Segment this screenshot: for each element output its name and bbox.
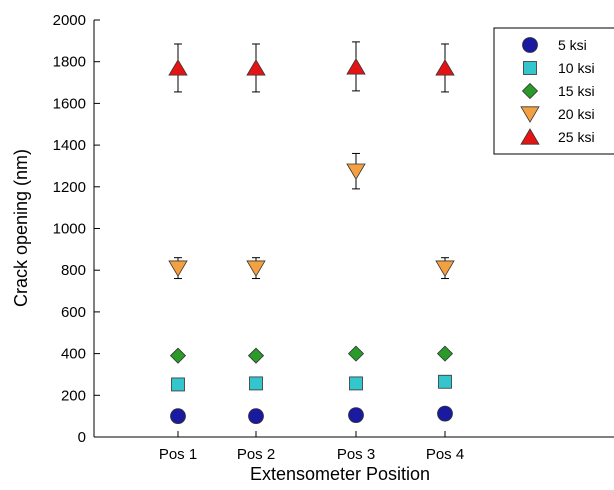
legend-marker <box>520 106 540 123</box>
data-point <box>349 376 363 391</box>
data-point <box>168 260 188 278</box>
data-point <box>346 58 366 75</box>
data-point <box>171 377 185 392</box>
legend: 5 ksi 10 ksi 15 ksi 20 ksi 25 ksi <box>493 27 614 155</box>
data-point <box>438 374 452 389</box>
data-point <box>168 59 188 76</box>
data-point <box>247 347 265 364</box>
legend-box <box>493 27 614 155</box>
data-point <box>435 59 455 76</box>
x-axis-title: Extensometer Position <box>250 464 430 484</box>
legend-marker <box>520 128 540 145</box>
data-point <box>435 260 455 278</box>
y-tick-label: 200 <box>61 387 86 404</box>
data-point <box>246 59 266 76</box>
legend-label: 25 ksi <box>558 129 595 145</box>
data-point <box>347 345 365 362</box>
data-point <box>169 347 187 364</box>
y-tick-label: 600 <box>61 304 86 321</box>
y-tick-labels: 0 200 400 600 800 1000 1200 1400 1600 1800 2000 <box>53 12 86 446</box>
y-tick-label: 400 <box>61 346 86 363</box>
y-tick-label: 1200 <box>53 179 86 196</box>
y-tick-label: 1000 <box>53 221 86 238</box>
legend-label: 15 ksi <box>558 83 595 99</box>
y-tick-label: 1600 <box>53 95 86 112</box>
error-bars <box>174 41 449 280</box>
data-point <box>348 407 364 424</box>
y-tick-label: 1400 <box>53 137 86 154</box>
legend-label: 5 ksi <box>558 37 587 53</box>
data-point <box>246 260 266 278</box>
data-point <box>249 376 263 391</box>
tick-marks <box>94 19 446 438</box>
data-point <box>248 408 264 425</box>
data-point <box>437 405 453 422</box>
legend-label: 10 ksi <box>558 60 595 76</box>
x-tick-labels: Pos 1 Pos 2 Pos 3 Pos 4 <box>159 446 464 463</box>
x-tick-label: Pos 4 <box>426 446 464 463</box>
data-point <box>170 408 186 425</box>
x-tick-label: Pos 2 <box>237 446 275 463</box>
data-points <box>168 58 455 425</box>
y-tick-label: 0 <box>78 429 86 446</box>
y-tick-label: 1800 <box>53 54 86 71</box>
y-tick-label: 800 <box>61 262 86 279</box>
y-axis-title: Crack opening (nm) <box>11 149 31 307</box>
legend-marker <box>523 61 537 75</box>
y-tick-label: 2000 <box>53 12 86 29</box>
legend-marker <box>522 37 538 53</box>
x-tick-label: Pos 1 <box>159 446 197 463</box>
data-point <box>346 163 366 181</box>
legend-label: 20 ksi <box>558 106 595 122</box>
legend-marker <box>521 82 539 100</box>
data-point <box>436 345 454 362</box>
x-tick-label: Pos 3 <box>337 446 375 463</box>
